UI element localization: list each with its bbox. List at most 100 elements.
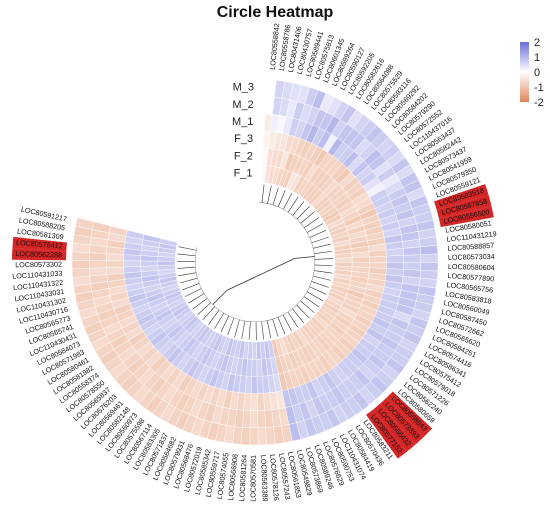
dendrogram-arc [259, 202, 315, 321]
dendrogram-branch [296, 304, 310, 319]
highlight-box [386, 391, 433, 437]
dendrogram-branch [314, 270, 333, 274]
gene-label: LOC110431033 [12, 269, 63, 281]
gene-label: LOC80563389 [259, 455, 270, 502]
heatmap-cell [250, 376, 258, 394]
row-label: F_3 [234, 133, 253, 145]
heatmap-cell [106, 266, 125, 275]
dendrogram-branch [306, 291, 323, 301]
heatmap-cell [257, 410, 266, 429]
heatmap-cell [88, 260, 107, 269]
dendrogram-branch [272, 187, 279, 205]
heatmap-cell [386, 262, 404, 270]
dendrogram-branch [179, 277, 198, 284]
dendrogram-branch [292, 201, 305, 216]
dendrogram-branch [261, 184, 265, 203]
dendrogram-branch [188, 293, 205, 304]
gene-label: LOC80588857 [447, 241, 494, 253]
dendrogram-branch [214, 313, 225, 329]
dendrogram-branch [311, 281, 329, 288]
dendrogram-branch [292, 308, 304, 324]
highlight-box [434, 184, 489, 210]
heatmap-cell [403, 262, 422, 271]
heatmap-cell [140, 260, 159, 267]
row-label: F_1 [234, 167, 253, 179]
dendrogram-branch [311, 236, 329, 244]
dendrogram-branch [313, 275, 331, 281]
dendrogram-branch [227, 318, 235, 336]
dendrogram-branch [309, 229, 327, 238]
legend-tick-label: 2 [534, 37, 540, 49]
dendrogram-branch [283, 193, 293, 210]
dendrogram-branch [208, 309, 220, 325]
legend-tick-label: -2 [534, 97, 544, 109]
dendrogram-branch [178, 272, 197, 277]
gene-label: LOC80581264 [237, 454, 248, 501]
gene-label: LOC80562288 [15, 249, 62, 260]
heatmap-cell [157, 260, 176, 266]
heatmap-cell [369, 255, 387, 263]
dendrogram-branch [212, 290, 228, 305]
dendrogram-branch [184, 288, 202, 297]
row-label: F_2 [234, 150, 253, 162]
dendrogram-branch [177, 253, 196, 257]
gene-label: LOC80577890 [447, 271, 494, 283]
dendrogram-arc [195, 247, 270, 322]
heatmap-cell [88, 252, 107, 261]
chart-title: Circle Heatmap [216, 4, 334, 21]
gene-label: LOC80578126 [268, 454, 281, 501]
dendrogram-branch [220, 315, 230, 333]
dendrogram [177, 184, 333, 340]
heatmap-cell [106, 260, 124, 268]
heatmap-cell [403, 254, 422, 263]
dendrogram-branch [309, 286, 327, 295]
highlight-box [366, 409, 407, 459]
legend-colorbar [520, 42, 529, 102]
dendrogram-branch [177, 266, 196, 269]
row-label: M_3 [233, 82, 254, 94]
heatmap-cell [71, 268, 90, 278]
heatmap-cells [71, 79, 439, 446]
dendrogram-branch [287, 311, 299, 328]
heatmap-cell [257, 393, 265, 411]
dendrogram-branch [314, 258, 333, 260]
highlight-box [436, 195, 492, 219]
color-legend: 2 1 0 -1 -2 [520, 37, 544, 109]
dendrogram-branch [314, 250, 333, 255]
dendrogram-branch [277, 317, 286, 335]
dendrogram-branch [304, 217, 320, 228]
heatmap-cell [334, 257, 353, 263]
gene-label: LOC80573034 [448, 252, 495, 262]
dendrogram-branch [248, 321, 251, 340]
dendrogram-branch [267, 185, 272, 204]
legend-tick-label: 0 [534, 67, 540, 79]
highlight-box [12, 248, 67, 261]
highlight-box [373, 403, 416, 452]
heatmap-cell [106, 253, 124, 261]
heatmap-cell [419, 245, 439, 255]
dendrogram-root [226, 257, 296, 291]
dendrogram-branch [182, 283, 200, 291]
dendrogram-branch [202, 306, 216, 321]
gene-label: LOC80573302 [15, 260, 62, 270]
heatmap-cell [71, 251, 90, 261]
dendrogram-branch [300, 211, 315, 224]
gene-label: LOC80558842 [268, 23, 281, 70]
heatmap-cell [251, 341, 257, 360]
legend-tick-label: -1 [534, 82, 544, 94]
heatmap-cell [402, 246, 421, 256]
dendrogram-branch [314, 264, 333, 267]
row-label: M_2 [232, 99, 253, 111]
dendrogram-branch [303, 296, 319, 308]
dendrogram-branch [272, 319, 279, 337]
dendrogram-branch [307, 223, 324, 233]
dendrogram-branch [241, 321, 246, 339]
heatmap-cell [386, 255, 404, 263]
row-labels: M_3 M_2 M_1 F_3 F_2 F_1 [232, 82, 254, 180]
dendrogram-branch [300, 300, 315, 313]
heatmap-cell [351, 256, 370, 263]
heatmap-cell [249, 427, 259, 446]
highlight-box [379, 397, 425, 445]
heatmap-cell [71, 260, 90, 270]
